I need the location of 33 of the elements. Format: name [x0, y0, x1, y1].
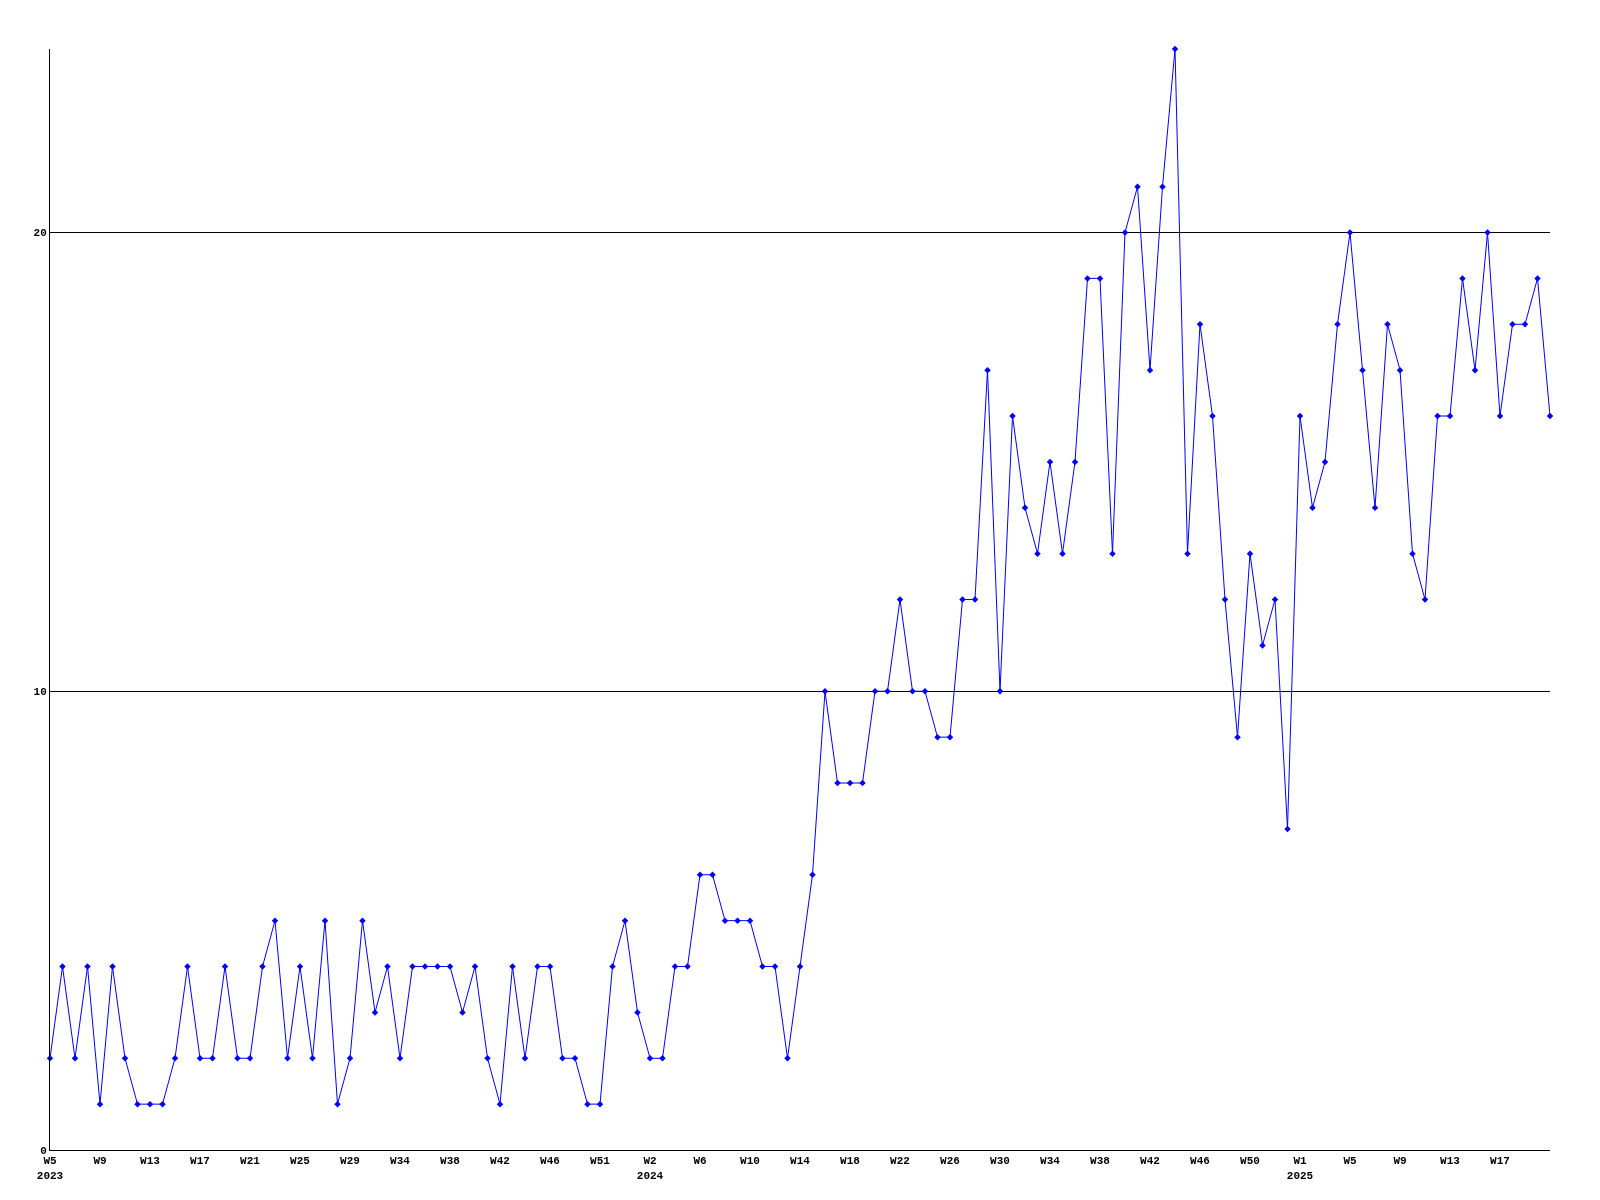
- x-tick-label: W13: [140, 1155, 161, 1168]
- x-tick-label: W46: [1190, 1155, 1210, 1168]
- x-tick-label: W13: [1440, 1155, 1461, 1168]
- x-tick-label: W42: [1140, 1155, 1160, 1168]
- x-tick-label: W46: [540, 1155, 560, 1168]
- x-tick-label: W14: [790, 1155, 811, 1168]
- x-tick-label: W51: [590, 1155, 611, 1168]
- x-tick-label: W10: [740, 1155, 760, 1168]
- x-tick-label: W9: [1393, 1155, 1407, 1168]
- x-tick-label: W5: [1343, 1155, 1357, 1168]
- x-tick-label: W18: [840, 1155, 861, 1168]
- x-tick-label: W2 2024: [636, 1155, 664, 1182]
- y-tick-label: 10: [33, 686, 47, 699]
- x-tick-label: W34: [390, 1155, 411, 1168]
- x-tick-label: W6: [693, 1155, 707, 1168]
- x-tick-label: W17: [190, 1155, 210, 1168]
- y-tick-label: 20: [33, 227, 47, 240]
- x-tick-label: W17: [1490, 1155, 1510, 1168]
- x-tick-label: W21: [240, 1155, 261, 1168]
- x-tick-label: W25: [290, 1155, 311, 1168]
- x-tick-label: W1 2025: [1286, 1155, 1314, 1182]
- x-tick-label: W42: [490, 1155, 510, 1168]
- x-tick-label: W29: [340, 1155, 360, 1168]
- x-tick-label: W26: [940, 1155, 960, 1168]
- x-tick-label: W9: [93, 1155, 107, 1168]
- x-tick-label: W22: [890, 1155, 910, 1168]
- x-tick-label: W5 2023: [36, 1155, 64, 1182]
- x-tick-label: W38: [1090, 1155, 1111, 1168]
- x-tick-label: W38: [440, 1155, 461, 1168]
- x-tick-label: W50: [1240, 1155, 1260, 1168]
- y-tick-label: 0: [40, 1144, 47, 1157]
- x-tick-label: W34: [1040, 1155, 1061, 1168]
- x-tick-label: W30: [990, 1155, 1010, 1168]
